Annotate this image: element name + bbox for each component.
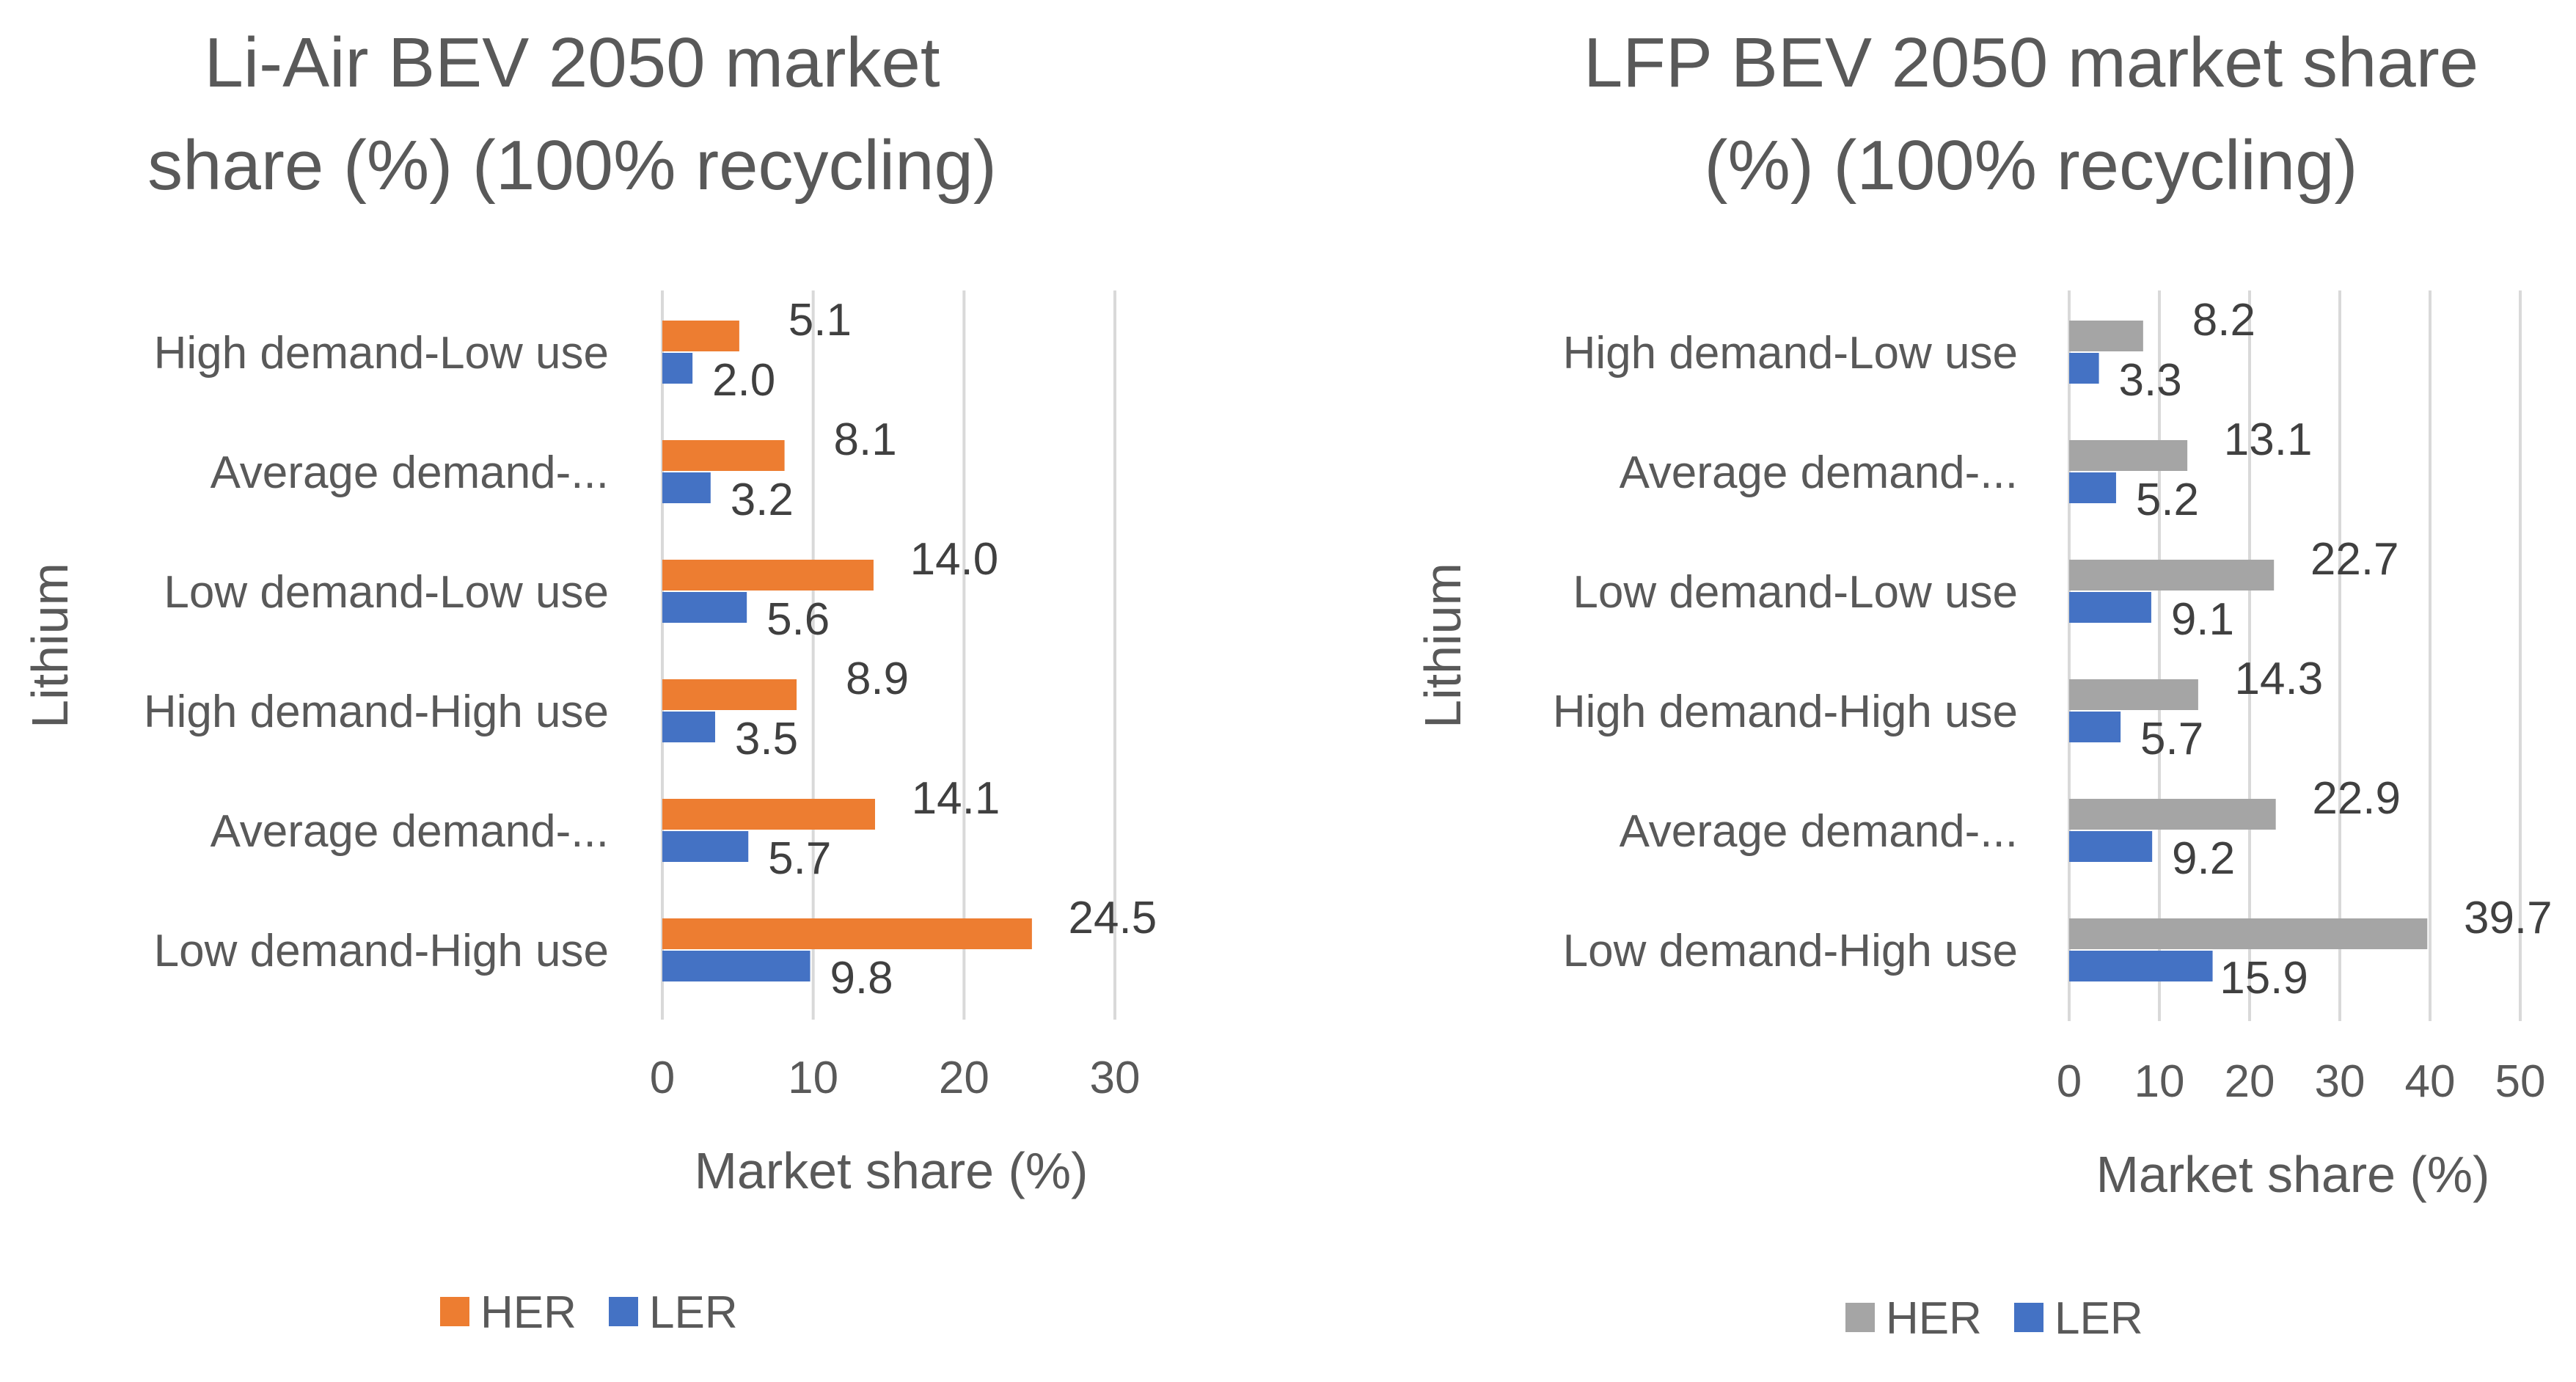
li-air-bar-her bbox=[662, 440, 785, 471]
li-air-bar-her bbox=[662, 918, 1032, 949]
lfp-bar-ler bbox=[2069, 353, 2099, 384]
lfp-x-axis-title: Market share (%) bbox=[2096, 1146, 2490, 1203]
li-air-data-label-her: 8.1 bbox=[833, 414, 896, 465]
lfp-chart-title-line: LFP BEV 2050 market share bbox=[1584, 23, 2478, 102]
li-air-legend-swatch-her bbox=[440, 1297, 469, 1326]
li-air-x-tick-label: 10 bbox=[788, 1053, 838, 1103]
lfp-bar-her bbox=[2069, 321, 2143, 351]
li-air-data-label-ler: 3.5 bbox=[735, 714, 798, 764]
lfp-bar-her bbox=[2069, 679, 2198, 710]
lfp-x-tick-label: 40 bbox=[2405, 1056, 2456, 1107]
lfp-category-label: Average demand-... bbox=[1620, 806, 2018, 857]
lfp-x-tick-label: 30 bbox=[2315, 1056, 2365, 1107]
li-air-bar-her bbox=[662, 321, 739, 351]
li-air-bar-ler bbox=[662, 831, 749, 862]
li-air-category-label: Low demand-High use bbox=[154, 926, 609, 976]
li-air-chart-title-line: Li-Air BEV 2050 market bbox=[204, 23, 940, 102]
li-air-y-axis-title: Lithium bbox=[21, 563, 78, 728]
lfp-y-axis-title: Lithium bbox=[1414, 563, 1471, 728]
lfp-category-label: Average demand-... bbox=[1620, 447, 2018, 498]
lfp-data-label-ler: 15.9 bbox=[2220, 953, 2308, 1003]
lfp-bar-her bbox=[2069, 440, 2188, 471]
lfp-category-label: High demand-Low use bbox=[1563, 328, 2018, 379]
li-air-data-label-her: 8.9 bbox=[846, 654, 909, 704]
lfp-bar-ler bbox=[2069, 712, 2121, 742]
lfp-legend-swatch-ler bbox=[2014, 1303, 2043, 1332]
li-air-data-label-her: 5.1 bbox=[788, 295, 852, 346]
li-air-bar-her bbox=[662, 679, 797, 710]
lfp-bar-ler bbox=[2069, 592, 2151, 623]
lfp-bar-her bbox=[2069, 918, 2428, 949]
li-air-x-tick-label: 30 bbox=[1090, 1053, 1141, 1103]
li-air-chart-title-line: share (%) (100% recycling) bbox=[147, 126, 997, 205]
lfp-category-label: High demand-High use bbox=[1553, 687, 2018, 737]
li-air-legend-swatch-ler bbox=[609, 1297, 638, 1326]
li-air-legend-label-her: HER bbox=[480, 1287, 577, 1338]
lfp-x-tick-label: 10 bbox=[2134, 1056, 2185, 1107]
li-air-legend-label-ler: LER bbox=[649, 1287, 738, 1338]
lfp-bar-ler bbox=[2069, 472, 2116, 503]
lfp-data-label-ler: 9.1 bbox=[2171, 594, 2234, 645]
li-air-data-label-her: 14.1 bbox=[912, 773, 1000, 824]
lfp-category-label: Low demand-Low use bbox=[1573, 567, 2018, 618]
lfp-x-tick-label: 0 bbox=[2057, 1056, 2082, 1107]
lfp-data-label-ler: 5.7 bbox=[2140, 714, 2203, 764]
li-air-bar-ler bbox=[662, 472, 711, 503]
lfp-data-label-ler: 5.2 bbox=[2136, 475, 2199, 525]
li-air-category-label: High demand-High use bbox=[144, 687, 609, 737]
lfp-legend-label-ler: LER bbox=[2054, 1293, 2143, 1344]
lfp-data-label-her: 39.7 bbox=[2464, 893, 2553, 943]
lfp-data-label-her: 13.1 bbox=[2224, 414, 2313, 465]
li-air-bar-ler bbox=[662, 592, 747, 623]
li-air-data-label-ler: 5.7 bbox=[768, 833, 831, 884]
li-air-bar-her bbox=[662, 560, 874, 591]
lfp-bar-her bbox=[2069, 560, 2275, 591]
lfp-category-label: Low demand-High use bbox=[1563, 926, 2018, 976]
li-air-bar-ler bbox=[662, 353, 693, 384]
li-air-category-label: High demand-Low use bbox=[154, 328, 609, 379]
lfp-bar-her bbox=[2069, 799, 2276, 830]
li-air-category-label: Low demand-Low use bbox=[164, 567, 609, 618]
li-air-x-tick-label: 0 bbox=[650, 1053, 675, 1103]
li-air-bar-ler bbox=[662, 712, 715, 742]
chart-lfp: LFP BEV 2050 market share (%) (100% recyc… bbox=[1414, 23, 2553, 1344]
lfp-x-tick-label: 50 bbox=[2495, 1056, 2546, 1107]
li-air-data-label-ler: 2.0 bbox=[712, 355, 775, 406]
lfp-x-tick-label: 20 bbox=[2225, 1056, 2275, 1107]
li-air-data-label-ler: 9.8 bbox=[830, 953, 893, 1003]
li-air-x-axis-title: Market share (%) bbox=[695, 1142, 1088, 1199]
lfp-legend-label-her: HER bbox=[1886, 1293, 1982, 1344]
lfp-data-label-her: 14.3 bbox=[2235, 654, 2324, 704]
lfp-bar-ler bbox=[2069, 951, 2213, 981]
lfp-legend-swatch-her bbox=[1845, 1303, 1875, 1332]
li-air-x-tick-label: 20 bbox=[939, 1053, 989, 1103]
lfp-data-label-her: 8.2 bbox=[2192, 295, 2255, 346]
lfp-data-label-ler: 9.2 bbox=[2172, 833, 2235, 884]
lfp-bar-ler bbox=[2069, 831, 2153, 862]
chart-li-air: Li-Air BEV 2050 market share (%) (100% re… bbox=[21, 23, 1157, 1338]
lfp-data-label-her: 22.9 bbox=[2312, 773, 2401, 824]
li-air-data-label-ler: 3.2 bbox=[731, 475, 794, 525]
li-air-category-label: Average demand-... bbox=[211, 447, 609, 498]
li-air-data-label-her: 14.0 bbox=[910, 534, 999, 585]
lfp-data-label-her: 22.7 bbox=[2310, 534, 2399, 585]
li-air-bar-her bbox=[662, 799, 875, 830]
li-air-data-label-her: 24.5 bbox=[1069, 893, 1157, 943]
li-air-bar-ler bbox=[662, 951, 811, 981]
lfp-data-label-ler: 3.3 bbox=[2118, 355, 2181, 406]
lfp-chart-title-line: (%) (100% recycling) bbox=[1705, 126, 2358, 205]
li-air-category-label: Average demand-... bbox=[211, 806, 609, 857]
li-air-data-label-ler: 5.6 bbox=[766, 594, 830, 645]
